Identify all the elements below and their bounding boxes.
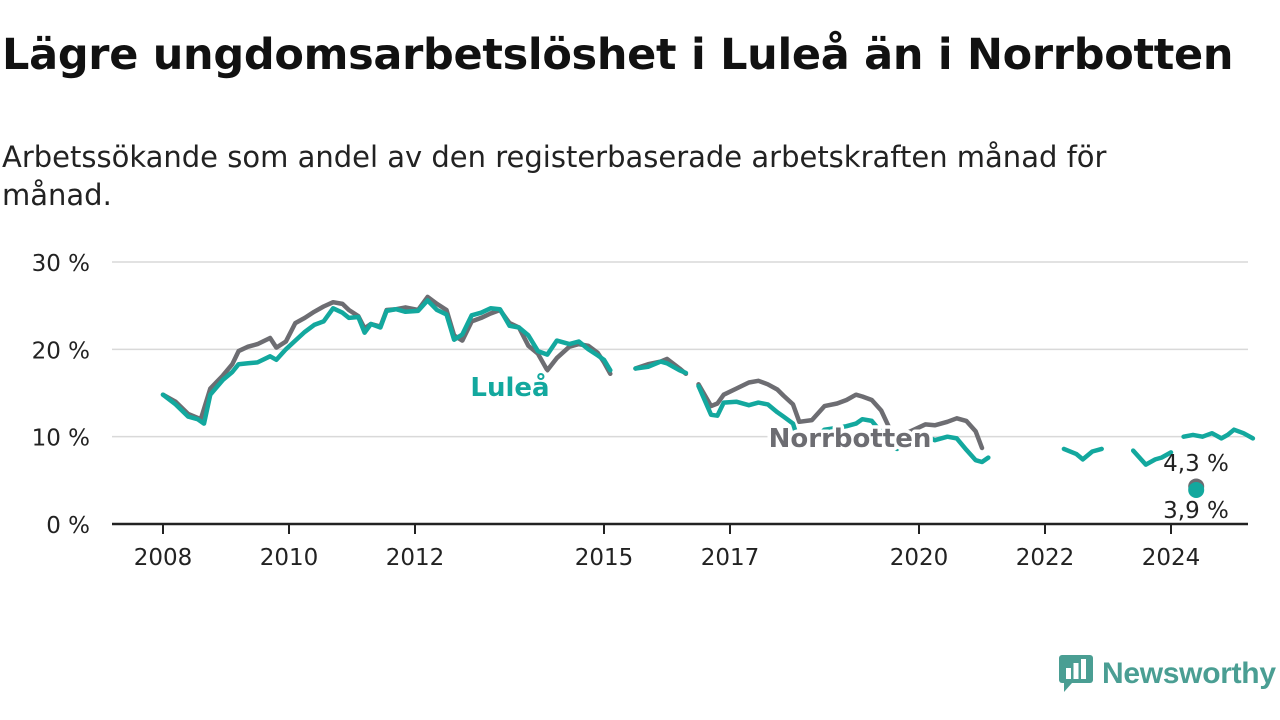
series-line-lule--segment-3 [1061,446,1104,462]
x-tick-label: 2010 [260,545,319,571]
series-line-lule--segment-1 [633,359,689,376]
x-tick-label: 2008 [134,545,193,571]
y-tick-label: 20 % [32,338,90,364]
series-line-both-overlapping--segment-0 [1181,427,1256,441]
newsworthy-logo-icon [1059,655,1093,692]
series-line-lule--segment-2 [696,383,991,465]
y-tick-label: 30 % [32,251,90,277]
x-tick-label: 2015 [575,545,634,571]
series-line-lule--segment-4 [1130,448,1174,467]
x-tick-label: 2012 [386,545,445,571]
x-tick-label: 2020 [890,545,949,571]
series-label-lulea-halo: Luleå [470,371,549,403]
series-line-norrbotten-segment-2 [696,378,985,451]
newsworthy-logo: Newsworthy [1058,654,1276,694]
gridlines [112,261,1248,438]
chart-title: Lägre ungdomsarbetslöshet i Luleå än i N… [2,30,1234,80]
end-label-lulea: 3,9 % [1163,498,1229,524]
end-label-norrbotten: 4,3 % [1163,451,1229,477]
series-label-lulea: Luleå [470,371,549,403]
end-marker-lulea [1188,481,1205,498]
x-tick-label: 2017 [701,545,760,571]
x-tick-label: 2024 [1142,545,1201,571]
chart-subtitle: Arbetssökande som andel av den registerb… [2,140,1107,212]
newsworthy-logo-text: Newsworthy [1102,657,1276,690]
series-label-norrbotten: Norrbotten [769,424,932,454]
series-line-lule--segment-0 [160,298,613,426]
series-lines [160,294,1256,498]
y-tick-label: 0 % [46,513,90,539]
axes: 0 % 10 % 20 % 30 % 2008 2010 2012 2015 2017 2020 2… [32,251,1248,571]
x-tick-label: 2022 [1016,545,1075,571]
y-tick-label: 10 % [32,426,90,452]
series-label-norrbotten-halo: Norrbotten [769,424,932,454]
